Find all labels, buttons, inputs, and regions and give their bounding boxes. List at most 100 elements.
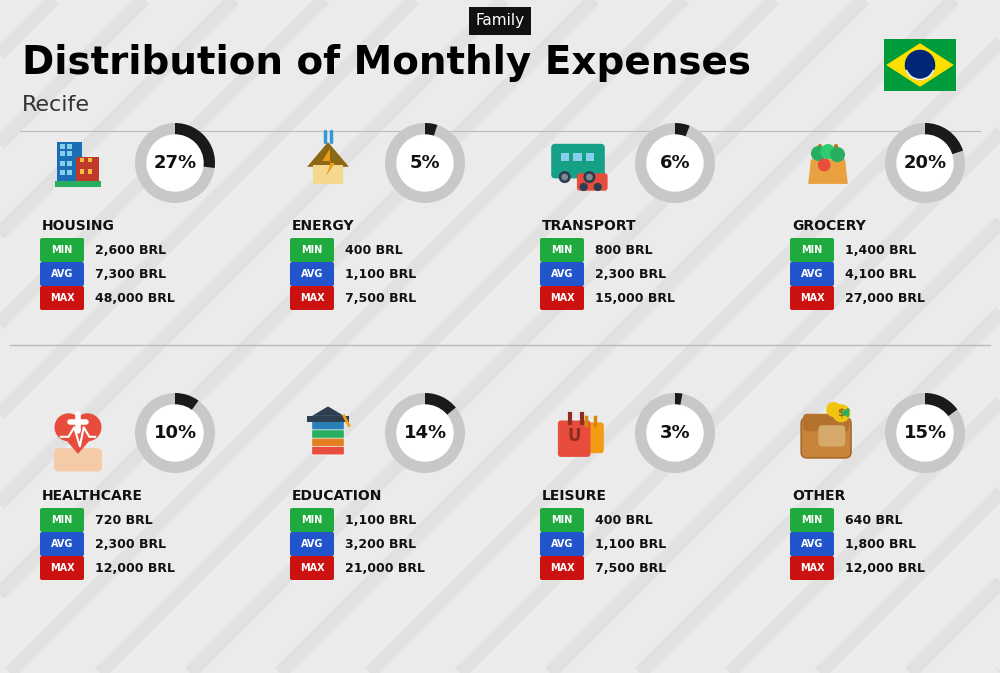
Circle shape	[397, 405, 453, 461]
Text: 12,000 BRL: 12,000 BRL	[95, 561, 175, 575]
Circle shape	[818, 160, 830, 170]
Polygon shape	[808, 160, 848, 184]
FancyBboxPatch shape	[80, 169, 84, 174]
FancyBboxPatch shape	[312, 446, 344, 455]
Text: 5%: 5%	[410, 154, 440, 172]
FancyBboxPatch shape	[313, 165, 343, 184]
Wedge shape	[135, 123, 215, 203]
Polygon shape	[886, 43, 954, 87]
Text: MIN: MIN	[51, 515, 73, 525]
Text: 7,300 BRL: 7,300 BRL	[95, 267, 166, 281]
FancyBboxPatch shape	[579, 423, 604, 453]
Text: 640 BRL: 640 BRL	[845, 513, 903, 526]
Circle shape	[833, 405, 850, 421]
Text: 1,100 BRL: 1,100 BRL	[345, 513, 416, 526]
Text: 27,000 BRL: 27,000 BRL	[845, 291, 925, 304]
FancyBboxPatch shape	[790, 262, 834, 286]
Wedge shape	[675, 123, 690, 137]
Text: OTHER: OTHER	[792, 489, 845, 503]
FancyBboxPatch shape	[60, 143, 65, 149]
FancyBboxPatch shape	[573, 153, 582, 161]
Text: MAX: MAX	[300, 563, 324, 573]
Wedge shape	[385, 393, 465, 473]
Circle shape	[147, 135, 203, 191]
Circle shape	[584, 172, 595, 182]
Text: 15%: 15%	[903, 424, 947, 442]
Circle shape	[831, 148, 844, 162]
FancyBboxPatch shape	[40, 238, 84, 262]
FancyBboxPatch shape	[884, 39, 956, 91]
FancyBboxPatch shape	[40, 532, 84, 556]
Polygon shape	[312, 406, 344, 416]
Text: MAX: MAX	[550, 293, 574, 303]
FancyBboxPatch shape	[790, 556, 834, 580]
Text: 1,400 BRL: 1,400 BRL	[845, 244, 916, 256]
Text: AVG: AVG	[51, 539, 73, 549]
FancyBboxPatch shape	[290, 556, 334, 580]
Text: GROCERY: GROCERY	[792, 219, 866, 233]
Text: 720 BRL: 720 BRL	[95, 513, 153, 526]
FancyBboxPatch shape	[312, 420, 344, 430]
Circle shape	[647, 405, 703, 461]
Circle shape	[821, 145, 835, 158]
Circle shape	[827, 402, 841, 417]
Text: 20%: 20%	[903, 154, 947, 172]
Circle shape	[897, 405, 953, 461]
Text: 6%: 6%	[660, 154, 690, 172]
Text: LEISURE: LEISURE	[542, 489, 607, 503]
FancyBboxPatch shape	[55, 181, 101, 186]
Text: 48,000 BRL: 48,000 BRL	[95, 291, 175, 304]
FancyBboxPatch shape	[40, 262, 84, 286]
Text: Family: Family	[475, 13, 525, 28]
Text: 7,500 BRL: 7,500 BRL	[595, 561, 666, 575]
Text: 12,000 BRL: 12,000 BRL	[845, 561, 925, 575]
FancyBboxPatch shape	[80, 157, 84, 162]
FancyBboxPatch shape	[540, 556, 584, 580]
FancyBboxPatch shape	[540, 286, 584, 310]
FancyBboxPatch shape	[40, 508, 84, 532]
Text: TRANSPORT: TRANSPORT	[542, 219, 637, 233]
Wedge shape	[135, 393, 215, 473]
Text: 15,000 BRL: 15,000 BRL	[595, 291, 675, 304]
Text: 1,100 BRL: 1,100 BRL	[345, 267, 416, 281]
Text: AVG: AVG	[801, 539, 823, 549]
FancyBboxPatch shape	[40, 556, 84, 580]
Polygon shape	[307, 142, 349, 167]
Text: Distribution of Monthly Expenses: Distribution of Monthly Expenses	[22, 44, 751, 82]
Wedge shape	[675, 393, 682, 406]
Wedge shape	[425, 393, 456, 415]
Text: HOUSING: HOUSING	[42, 219, 115, 233]
Text: AVG: AVG	[301, 539, 323, 549]
Circle shape	[559, 172, 570, 182]
Text: AVG: AVG	[301, 269, 323, 279]
FancyBboxPatch shape	[67, 161, 72, 166]
FancyBboxPatch shape	[803, 414, 849, 431]
Wedge shape	[175, 123, 215, 168]
Circle shape	[587, 174, 592, 180]
FancyBboxPatch shape	[577, 174, 608, 190]
FancyBboxPatch shape	[540, 262, 584, 286]
FancyBboxPatch shape	[88, 169, 92, 174]
Text: HEALTHCARE: HEALTHCARE	[42, 489, 143, 503]
Circle shape	[147, 405, 203, 461]
Text: AVG: AVG	[801, 269, 823, 279]
Circle shape	[580, 184, 587, 190]
FancyBboxPatch shape	[290, 286, 334, 310]
FancyBboxPatch shape	[551, 144, 605, 178]
FancyBboxPatch shape	[307, 416, 349, 421]
Circle shape	[594, 184, 601, 190]
FancyBboxPatch shape	[60, 151, 65, 156]
FancyBboxPatch shape	[790, 532, 834, 556]
Circle shape	[647, 135, 703, 191]
Text: 3%: 3%	[660, 424, 690, 442]
Text: MIN: MIN	[551, 515, 573, 525]
Text: AVG: AVG	[551, 269, 573, 279]
FancyBboxPatch shape	[290, 508, 334, 532]
Wedge shape	[175, 393, 199, 411]
Text: 400 BRL: 400 BRL	[345, 244, 403, 256]
Text: MIN: MIN	[301, 515, 323, 525]
FancyBboxPatch shape	[790, 286, 834, 310]
FancyBboxPatch shape	[67, 151, 72, 156]
Circle shape	[397, 135, 453, 191]
Text: 10%: 10%	[153, 424, 197, 442]
